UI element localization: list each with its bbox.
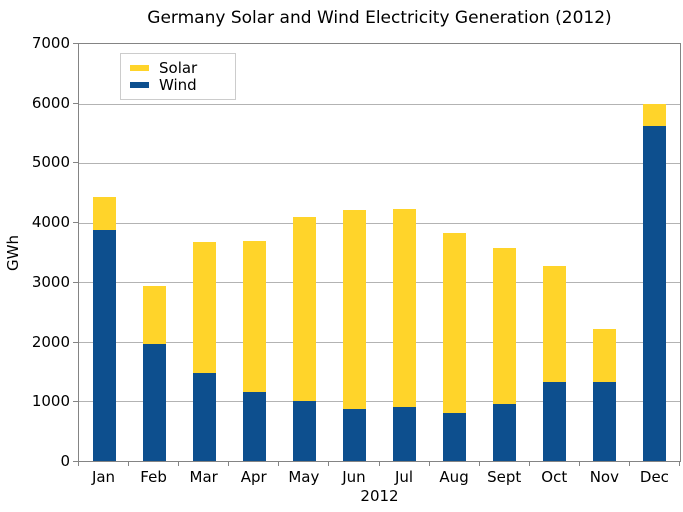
bar-wind-sept: [493, 404, 517, 461]
legend-label-solar: Solar: [159, 59, 198, 77]
y-tick-mark: [73, 401, 78, 402]
bar-solar-may: [292, 216, 316, 402]
x-tick-label-apr: Apr: [240, 468, 267, 486]
y-tick-label: 5000: [31, 153, 70, 172]
y-tick-label: 1000: [31, 392, 70, 411]
chart-title: Germany Solar and Wind Electricity Gener…: [147, 8, 612, 28]
x-tick-label-jul: Jul: [394, 468, 414, 486]
bar-solar-sept: [493, 248, 517, 405]
bar-solar-dec: [643, 104, 667, 126]
bar-solar-jul: [393, 209, 417, 408]
x-tick-label-nov: Nov: [589, 468, 619, 486]
bar-wind-jun: [342, 408, 366, 461]
x-tick-mark: [578, 461, 580, 466]
x-tick-label-sept: Sept: [487, 468, 522, 486]
y-tick-label: 7000: [31, 34, 70, 52]
x-tick-mark: [679, 461, 680, 466]
y-tick-label: 0: [60, 452, 70, 470]
x-tick-label-jan: Jan: [91, 468, 116, 486]
bar-wind-feb: [142, 344, 166, 461]
y-tick-mark: [73, 342, 78, 343]
x-tick-mark: [128, 461, 130, 466]
x-tick-mark: [278, 461, 280, 466]
x-tick-label-aug: Aug: [439, 468, 469, 486]
bar-wind-jul: [393, 407, 417, 461]
bar-wind-mar: [192, 373, 216, 461]
x-tick-mark: [78, 461, 79, 466]
bar-wind-nov: [593, 381, 617, 461]
y-tick-mark: [73, 461, 78, 462]
bar-solar-jun: [342, 210, 366, 409]
wind-swatch-icon: [130, 82, 149, 88]
x-axis-title: 2012: [360, 487, 399, 505]
legend-label-wind: Wind: [159, 76, 197, 94]
gridline: [79, 401, 680, 403]
y-tick-mark: [73, 103, 78, 104]
bar-solar-mar: [192, 241, 216, 374]
x-tick-mark: [328, 461, 330, 466]
legend: Solar Wind: [120, 53, 237, 100]
x-tick-mark: [428, 461, 430, 466]
bar-wind-aug: [443, 412, 467, 461]
y-tick-label: 4000: [31, 213, 70, 232]
bar-solar-feb: [142, 285, 166, 345]
legend-item-solar: Solar: [130, 60, 197, 76]
x-tick-mark: [478, 461, 480, 466]
bar-solar-nov: [593, 328, 617, 382]
x-tick-label-mar: Mar: [189, 468, 218, 486]
bar-solar-aug: [443, 233, 467, 413]
y-tick-label: 3000: [31, 272, 70, 291]
gridline: [79, 282, 680, 284]
x-tick-mark: [528, 461, 530, 466]
gridline: [79, 341, 680, 343]
solar-swatch-icon: [130, 65, 149, 71]
gridline: [79, 163, 680, 165]
bar-wind-apr: [242, 391, 266, 461]
x-tick-label-jun: Jun: [342, 468, 366, 486]
x-tick-mark: [378, 461, 380, 466]
y-tick-mark: [73, 162, 78, 163]
bar-wind-oct: [543, 381, 567, 461]
gridline: [79, 103, 680, 105]
legend-item-wind: Wind: [130, 77, 197, 93]
bar-solar-jan: [92, 196, 116, 230]
x-tick-mark: [628, 461, 630, 466]
x-tick-mark: [228, 461, 230, 466]
bar-solar-oct: [543, 266, 567, 382]
plot-area: Solar Wind: [78, 43, 681, 462]
bar-wind-jan: [92, 229, 116, 461]
x-tick-label-may: May: [288, 468, 320, 486]
y-tick-label: 2000: [31, 332, 70, 351]
y-tick-mark: [73, 222, 78, 223]
y-tick-mark: [73, 43, 78, 44]
y-tick-mark: [73, 282, 78, 283]
x-tick-label-dec: Dec: [639, 468, 669, 486]
x-tick-mark: [178, 461, 180, 466]
bar-wind-may: [292, 401, 316, 461]
gridline: [79, 222, 680, 224]
bar-wind-dec: [643, 125, 667, 461]
x-tick-label-oct: Oct: [541, 468, 568, 486]
y-tick-label: 6000: [31, 93, 70, 112]
bar-solar-apr: [242, 240, 266, 392]
x-tick-label-feb: Feb: [140, 468, 167, 486]
